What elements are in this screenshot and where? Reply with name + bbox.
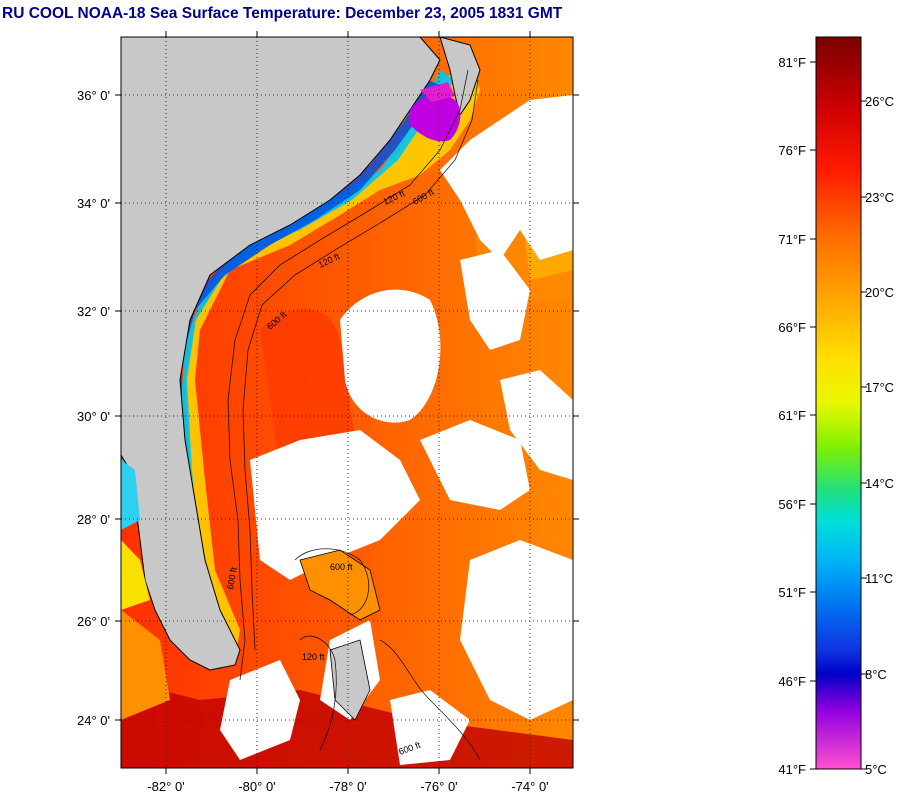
lat-label: 26° 0' — [77, 614, 110, 629]
celsius-label: 11°C — [865, 571, 893, 586]
celsius-label: 17°C — [865, 380, 894, 395]
celsius-label: 14°C — [865, 476, 894, 491]
lat-label: 32° 0' — [77, 304, 110, 319]
lat-label: 30° 0' — [77, 409, 110, 424]
longitude-labels: -82° 0' -80° 0' -78° 0' -76° 0' -74° 0' — [147, 779, 548, 794]
celsius-label: 8°C — [865, 667, 887, 682]
fahrenheit-label: 71°F — [778, 232, 806, 247]
land-mass — [121, 37, 441, 671]
lon-label: -78° 0' — [329, 779, 366, 794]
fahrenheit-label: 76°F — [778, 143, 806, 158]
celsius-label: 23°C — [865, 190, 894, 205]
contour-label: 600 ft — [225, 566, 239, 590]
colorbar-celsius-labels: 26°C 23°C 20°C 17°C 14°C 11°C 8°C 5°C — [865, 94, 894, 777]
fahrenheit-label: 81°F — [778, 55, 806, 70]
fahrenheit-label: 41°F — [778, 762, 806, 777]
fahrenheit-label: 51°F — [778, 585, 806, 600]
fahrenheit-label: 61°F — [778, 408, 806, 423]
fahrenheit-label: 66°F — [778, 320, 806, 335]
figure-title: RU COOL NOAA-18 Sea Surface Temperature:… — [2, 5, 563, 22]
latitude-labels: 36° 0' 34° 0' 32° 0' 30° 0' 28° 0' 26° 0… — [77, 88, 110, 728]
celsius-label: 20°C — [865, 285, 894, 300]
celsius-label: 26°C — [865, 94, 894, 109]
lon-label: -76° 0' — [420, 779, 457, 794]
lon-label: -74° 0' — [511, 779, 548, 794]
lon-label: -82° 0' — [147, 779, 184, 794]
fahrenheit-label: 56°F — [778, 497, 806, 512]
celsius-label: 5°C — [865, 762, 887, 777]
contour-label: 120 ft — [302, 652, 325, 662]
colorbar-fahrenheit-labels: 81°F 76°F 71°F 66°F 61°F 56°F 51°F 46°F … — [778, 55, 806, 777]
map-frame — [120, 36, 574, 769]
lat-label: 24° 0' — [77, 713, 110, 728]
lat-label: 28° 0' — [77, 512, 110, 527]
map-area: 600 ft 120 ft 600 ft 120 ft 600 ft 600 f… — [121, 37, 573, 768]
lat-label: 34° 0' — [77, 196, 110, 211]
fahrenheit-label: 46°F — [778, 674, 806, 689]
bathymetry-contours — [227, 69, 481, 761]
lon-label: -80° 0' — [238, 779, 275, 794]
pamlico-sound — [410, 94, 461, 142]
contour-label: 600 ft — [330, 562, 353, 572]
colorbar — [815, 36, 862, 770]
lat-label: 36° 0' — [77, 88, 110, 103]
cloud-mask-regions — [220, 95, 573, 765]
graticule — [121, 37, 573, 768]
